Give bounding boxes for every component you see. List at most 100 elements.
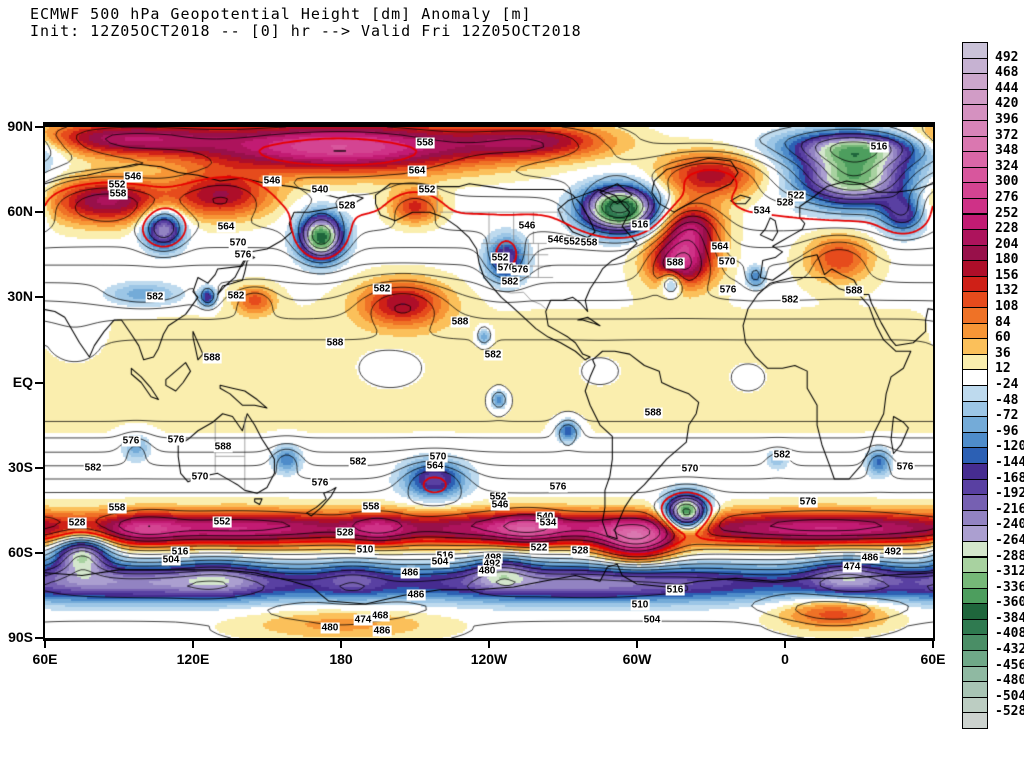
colorbar-cell <box>962 104 988 121</box>
colorbar-value-label: 396 <box>995 111 1019 127</box>
colorbar-value-label: -384 <box>995 610 1024 626</box>
colorbar-value-label: 108 <box>995 299 1019 315</box>
colorbar-cell <box>962 447 988 464</box>
y-axis-label: 30S <box>8 458 33 475</box>
colorbar-cell <box>962 618 988 636</box>
y-axis-tick <box>35 466 43 469</box>
colorbar-cell <box>962 119 988 137</box>
colorbar-value-label: 132 <box>995 283 1019 299</box>
colorbar-cell <box>962 229 988 246</box>
colorbar-value-label: -168 <box>995 470 1024 486</box>
anomaly-map-canvas <box>45 127 933 638</box>
colorbar-value-label: -120 <box>995 439 1024 455</box>
colorbar-value-label: 276 <box>995 189 1019 205</box>
colorbar-cell <box>962 260 988 277</box>
colorbar-cell <box>962 665 988 683</box>
x-axis-label: 60E <box>32 651 58 667</box>
colorbar-value-label: -264 <box>995 532 1024 548</box>
colorbar-cell <box>962 587 988 605</box>
y-axis-tick <box>35 381 43 384</box>
colorbar-value-label: -408 <box>995 626 1024 642</box>
colorbar-cell <box>962 166 988 184</box>
colorbar-cell <box>962 478 988 496</box>
colorbar-cell <box>962 650 988 667</box>
colorbar-cell <box>962 307 988 324</box>
colorbar-value-label: 36 <box>995 345 1011 361</box>
colorbar-value-label: -144 <box>995 454 1024 470</box>
x-axis-tick <box>192 641 194 648</box>
x-axis-tick <box>44 641 46 648</box>
y-axis-tick <box>35 296 43 299</box>
colorbar-value-label: 180 <box>995 252 1019 268</box>
colorbar-cell <box>962 712 988 729</box>
colorbar-value-label: 348 <box>995 143 1019 159</box>
y-axis-label: 60N <box>7 203 33 220</box>
colorbar-cell <box>962 634 988 652</box>
chart-title: ECMWF 500 hPa Geopotential Height [dm] A… <box>30 5 532 23</box>
colorbar-value-label: -456 <box>995 657 1024 673</box>
colorbar-cell <box>962 369 988 386</box>
x-axis-tick <box>636 641 638 648</box>
y-axis-label: 60S <box>8 543 33 560</box>
colorbar-value-label: 228 <box>995 221 1019 237</box>
colorbar-value-label: 12 <box>995 361 1011 377</box>
colorbar-value-label: -336 <box>995 579 1024 595</box>
colorbar-cell <box>962 385 988 402</box>
colorbar-value-label: 444 <box>995 80 1019 96</box>
y-axis-tick <box>35 126 43 128</box>
x-axis-label: 120E <box>176 651 210 667</box>
colorbar-cell <box>962 431 988 449</box>
colorbar-cell <box>962 400 988 418</box>
colorbar-value-label: 252 <box>995 205 1019 221</box>
x-axis-label: 60W <box>622 651 652 667</box>
y-axis-label: 90N <box>7 118 33 134</box>
colorbar-value-label: -216 <box>995 501 1024 517</box>
colorbar-cell <box>962 462 988 480</box>
colorbar-cell <box>962 416 988 433</box>
colorbar-cell <box>962 57 988 75</box>
colorbar-value-label: -528 <box>995 704 1024 720</box>
colorbar-cell <box>962 696 988 714</box>
colorbar-value-label: 492 <box>995 49 1019 65</box>
colorbar-cell <box>962 197 988 215</box>
x-axis-label: 0 <box>781 651 789 667</box>
colorbar-cell <box>962 275 988 293</box>
colorbar-value-label: -48 <box>995 392 1019 408</box>
colorbar-value-label: 468 <box>995 65 1019 81</box>
colorbar-cell <box>962 338 988 355</box>
y-axis-tick <box>35 551 43 554</box>
x-axis-label: 180 <box>329 651 353 667</box>
x-axis-tick <box>784 641 786 648</box>
anomaly-colorbar: 492 468 444 420 396 372 348 324 300 276 252 228 204 1… <box>962 42 1024 732</box>
colorbar-value-label: -360 <box>995 595 1024 611</box>
x-axis-tick <box>340 641 342 648</box>
colorbar-value-label: -192 <box>995 486 1024 502</box>
colorbar-value-label: 84 <box>995 314 1011 330</box>
y-axis-tick <box>35 211 43 214</box>
colorbar-cell <box>962 88 988 106</box>
colorbar-cell <box>962 603 988 620</box>
colorbar-cell <box>962 291 988 309</box>
colorbar-value-label: -96 <box>995 423 1019 439</box>
colorbar-value-label: -312 <box>995 564 1024 580</box>
colorbar-value-label: 420 <box>995 96 1019 112</box>
colorbar-value-label: -480 <box>995 673 1024 689</box>
colorbar-cell <box>962 244 988 262</box>
colorbar-value-label: 324 <box>995 158 1019 174</box>
colorbar-value-label: -72 <box>995 408 1019 424</box>
colorbar-cell <box>962 182 988 199</box>
colorbar-value-label: -288 <box>995 548 1024 564</box>
colorbar-cell <box>962 73 988 90</box>
colorbar-value-label: -504 <box>995 688 1024 704</box>
colorbar-cell <box>962 213 988 231</box>
y-axis-label: 30N <box>7 288 33 305</box>
colorbar-value-label: -432 <box>995 642 1024 658</box>
colorbar-cell <box>962 572 988 589</box>
y-axis-tick <box>35 637 43 639</box>
colorbar-cell <box>962 151 988 168</box>
colorbar-cell <box>962 540 988 558</box>
world-map-frame: 558 564 552 546 552 558 546 540 528 564 570 576 582 5… <box>7 118 945 667</box>
colorbar-cell <box>962 322 988 340</box>
colorbar-value-label: 204 <box>995 236 1019 252</box>
